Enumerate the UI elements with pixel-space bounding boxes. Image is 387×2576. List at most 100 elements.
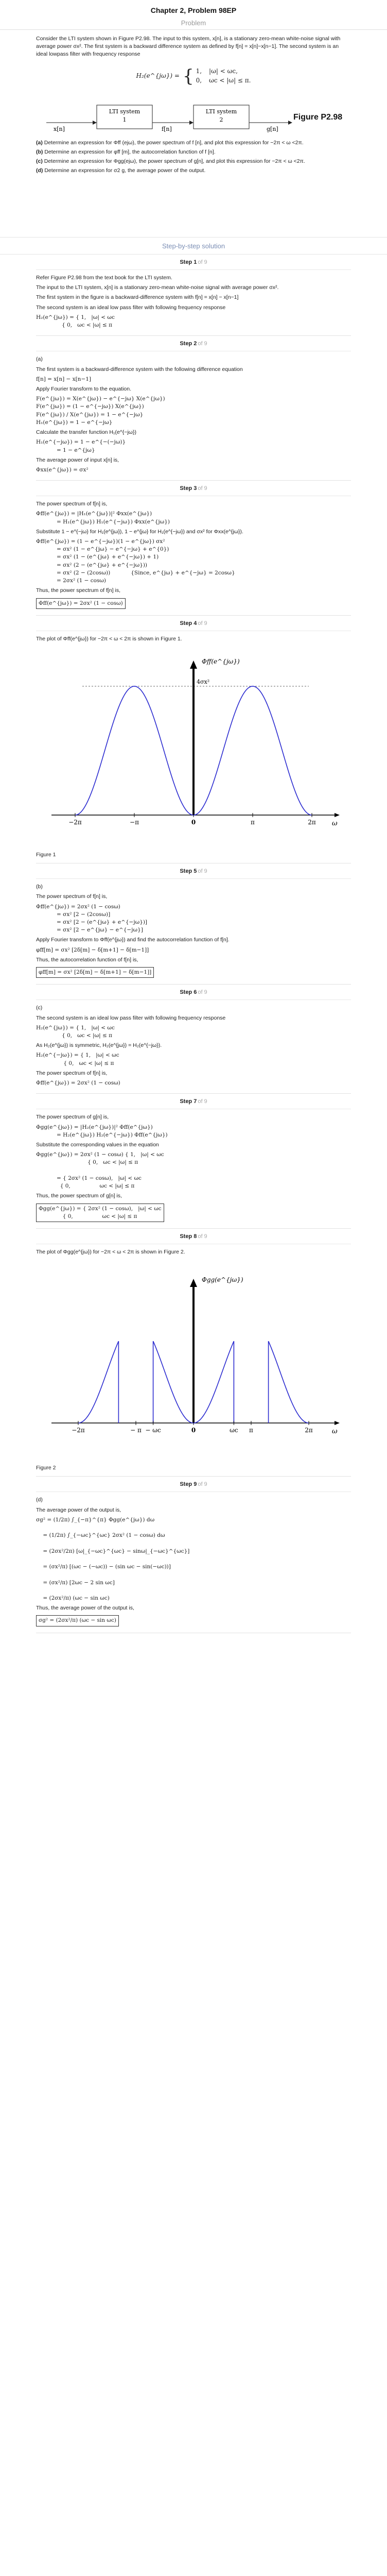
h2-lhs: H₂(e^{jω}) = xyxy=(136,72,180,79)
h2-case1: 1, xyxy=(196,67,202,75)
step-text: The second system is an ideal low pass f… xyxy=(36,1014,226,1021)
problem-part-text: Determine an expression for σ2 g, the av… xyxy=(44,167,206,174)
step-count: of 9 xyxy=(198,485,207,492)
step-body: (b) The power spectrum of f[n] is, Φff(e^{… xyxy=(36,879,351,984)
figure2-plot: −2π − π − ωc 0 ωc π 2π Φgg(e^{jω}) ω xyxy=(51,1276,340,1435)
step-text: Substitute the corresponding values in t… xyxy=(36,1141,159,1148)
math-expression: σg² = (1/2π) ∫_{−π}^{π} Φgg(e^{jω}) dω =… xyxy=(36,1516,190,1601)
problem-part-text: Determine an expression for Φgg(ejω), th… xyxy=(44,158,305,165)
step-1: Step 1 of 9 Refer Figure P2.98 from the te… xyxy=(36,255,351,336)
problem-section-label: Problem xyxy=(0,16,387,30)
step-text: The power spectrum of f[n] is, xyxy=(36,501,108,507)
math-expression: H₂(e^{−jω}) = { 1, |ω| < ωc { 0, ωc < |ω… xyxy=(36,1052,119,1066)
math-expression: Φgg(e^{jω}) = |H₂(e^{jω})|² Φff(e^{jω}) … xyxy=(36,1124,168,1138)
boxed-result: σg² = (2σx²/π) (ωc − sin ωc) xyxy=(36,1615,119,1626)
step-title: Step 8 xyxy=(180,1233,197,1240)
x-tick-label: −π xyxy=(130,819,139,826)
block1-label-line2: 1 xyxy=(123,116,127,123)
x-axis-arrow-icon xyxy=(335,1421,340,1426)
boxed-result: Φff(e^{jω}) = 2σx² (1 − cosω) xyxy=(36,598,126,609)
step-count: of 9 xyxy=(198,620,207,626)
step-count: of 9 xyxy=(198,259,207,265)
step-7: Step 7 of 9 The power spectrum of g[n] is,… xyxy=(36,1094,351,1229)
step-body: The power spectrum of g[n] is, Φgg(e^{jω}… xyxy=(36,1109,351,1228)
x-tick-label: 0 xyxy=(191,819,196,826)
step-3: Step 3 of 9 The power spectrum of f[n] is,… xyxy=(36,481,351,616)
problem-part-tag: (a) xyxy=(36,139,44,146)
plot-intro: The plot of Φff(e^{jω}) for −2π < ω < 2π… xyxy=(36,635,182,642)
steps-container: Step 1 of 9 Refer Figure P2.98 from the te… xyxy=(0,255,387,1633)
h2-frequency-response: H₂(e^{jω}) = { 1, |ω| < ωc, 0, ωc < |ω| ≤ … xyxy=(36,61,351,92)
math-expression: H₂(e^{jω}) = { 1, |ω| < ωc { 0, ωc < |ω|… xyxy=(36,1024,115,1039)
h2-case2: 0, xyxy=(196,76,202,84)
solution-page: Chapter 2, Problem 98EP Problem Consider… xyxy=(0,6,387,1633)
figure-caption: Figure 1 xyxy=(36,851,56,858)
block1-label-line1: LTI system xyxy=(109,108,140,115)
x-tick-label: 0 xyxy=(191,1427,196,1434)
boxed-result-wrap: φff[m] = σx² [2δ[m] − δ[m+1] − δ[m−1]] xyxy=(36,966,351,980)
problem-part-text: Determine an expression for φff [m], the… xyxy=(44,148,216,155)
problem-part-tag: (b) xyxy=(36,148,45,155)
x-axis-label: ω xyxy=(332,1428,338,1435)
x-tick-label: − ωc xyxy=(145,1427,161,1434)
math-expression: F(e^{jω}) = X(e^{jω}) − e^{−jω} X(e^{jω}… xyxy=(36,396,165,426)
x-axis-label: ω xyxy=(332,820,338,827)
math-expression: Φff(e^{jω}) = 2σx² (1 − cosω) = σx² [2 −… xyxy=(36,903,148,934)
diagram-mid-label: f[n] xyxy=(162,126,172,132)
boxed-result: φff[m] = σx² [2δ[m] − δ[m+1] − δ[m−1]] xyxy=(36,967,154,978)
step-text: Thus, the power spectrum of f[n] is, xyxy=(36,587,120,594)
chapter-title: Chapter 2, Problem 98EP xyxy=(150,6,237,14)
plot-container: −2π − π − ωc 0 ωc π 2π Φgg(e^{jω}) ω xyxy=(36,1258,351,1462)
peak-label: 4σx² xyxy=(197,679,209,685)
step-header: Step 7 of 9 xyxy=(36,1094,351,1110)
block2-label-line2: 2 xyxy=(220,116,223,123)
x-tick-label: ωc xyxy=(230,1427,238,1434)
step-2: Step 2 of 9 (a) The first system is a backw… xyxy=(36,336,351,481)
step-title: Step 1 xyxy=(180,259,197,265)
y-axis-label: Φff(e^{jω}) xyxy=(202,658,240,665)
boxed-result-wrap: Φgg(e^{jω}) = { 2σx² (1 − cosω), |ω| < ω… xyxy=(36,1202,351,1224)
step-5: Step 5 of 9 (b) The power spectrum of f[n] … xyxy=(36,863,351,985)
step-text: Refer Figure P2.98 from the text book fo… xyxy=(36,275,172,281)
step-text: Thus, the autocorrelation function of f[… xyxy=(36,956,138,963)
step-text: Substitute 1 − e^{−jω} for H₁(e^{jω}), 1… xyxy=(36,528,243,535)
problem-part-3: (c) Determine an expression for Φgg(ejω)… xyxy=(36,158,351,165)
step-4: Step 4 of 9 The plot of Φff(e^{jω}) for −2… xyxy=(36,616,351,864)
problem-parts: (a) Determine an expression for Φff (ejω… xyxy=(36,139,351,175)
step-count: of 9 xyxy=(198,341,207,347)
problem-part-1: (a) Determine an expression for Φff (ejω… xyxy=(36,139,351,147)
block-diagram: x[n] LTI system 1 f[n] LTI system 2 g[n]… xyxy=(36,94,351,135)
problem-part-2: (b) Determine an expression for φff [m],… xyxy=(36,148,351,156)
problem-statement: Consider the LTI system shown in Figure … xyxy=(0,30,387,236)
step-body: The plot of Φgg(e^{jω}) for −2π < ω < 2π… xyxy=(36,1244,351,1476)
step-title: Step 6 xyxy=(180,989,197,996)
step-header: Step 9 of 9 xyxy=(36,1477,351,1493)
figure1-plot: −2π −π 0 π 2π Φff(e^{jω}) 4σx² ω xyxy=(51,658,340,827)
step-header: Step 4 of 9 xyxy=(36,616,351,631)
math-expression: φff[m] = σx² [2δ[m] − δ[m+1] − δ[m−1]] xyxy=(36,946,149,953)
x-tick-label: − π xyxy=(130,1427,142,1434)
problem-part-tag: (c) xyxy=(36,158,44,165)
step-title: Step 7 xyxy=(180,1098,197,1105)
step-text: The first system in the figure is a back… xyxy=(36,294,239,301)
x-tick-label: π xyxy=(251,819,255,826)
h2-case2-cond: ωc < |ω| ≤ π. xyxy=(209,76,251,84)
step-title: Step 9 xyxy=(180,1481,197,1488)
step-header: Step 3 of 9 xyxy=(36,481,351,497)
step-count: of 9 xyxy=(198,868,207,875)
step-count: of 9 xyxy=(198,1098,207,1105)
step-text: The first system is a backward-differenc… xyxy=(36,366,243,372)
step-by-step-label: Step-by-step solution xyxy=(0,237,387,255)
step-text: The second system is an ideal low pass f… xyxy=(36,304,226,311)
step-body: The plot of Φff(e^{jω}) for −2π < ω < 2π… xyxy=(36,631,351,863)
x-tick-label: 2π xyxy=(308,819,316,826)
step-text: Calculate the transfer function H₁(e^{−j… xyxy=(36,429,136,436)
diagram-input-label: x[n] xyxy=(54,126,65,132)
x-tick-label: 2π xyxy=(305,1427,313,1434)
block2-label-line1: LTI system xyxy=(206,108,237,115)
math-expression: Φxx(e^{jω}) = σx² xyxy=(36,466,89,473)
x-axis-arrow-icon xyxy=(335,813,340,817)
step-text: Thus, the power spectrum of g[n] is, xyxy=(36,1193,122,1199)
problem-part-tag: (d) xyxy=(36,167,45,174)
step-6: Step 6 of 9 (c) The second system is an ide… xyxy=(36,985,351,1094)
